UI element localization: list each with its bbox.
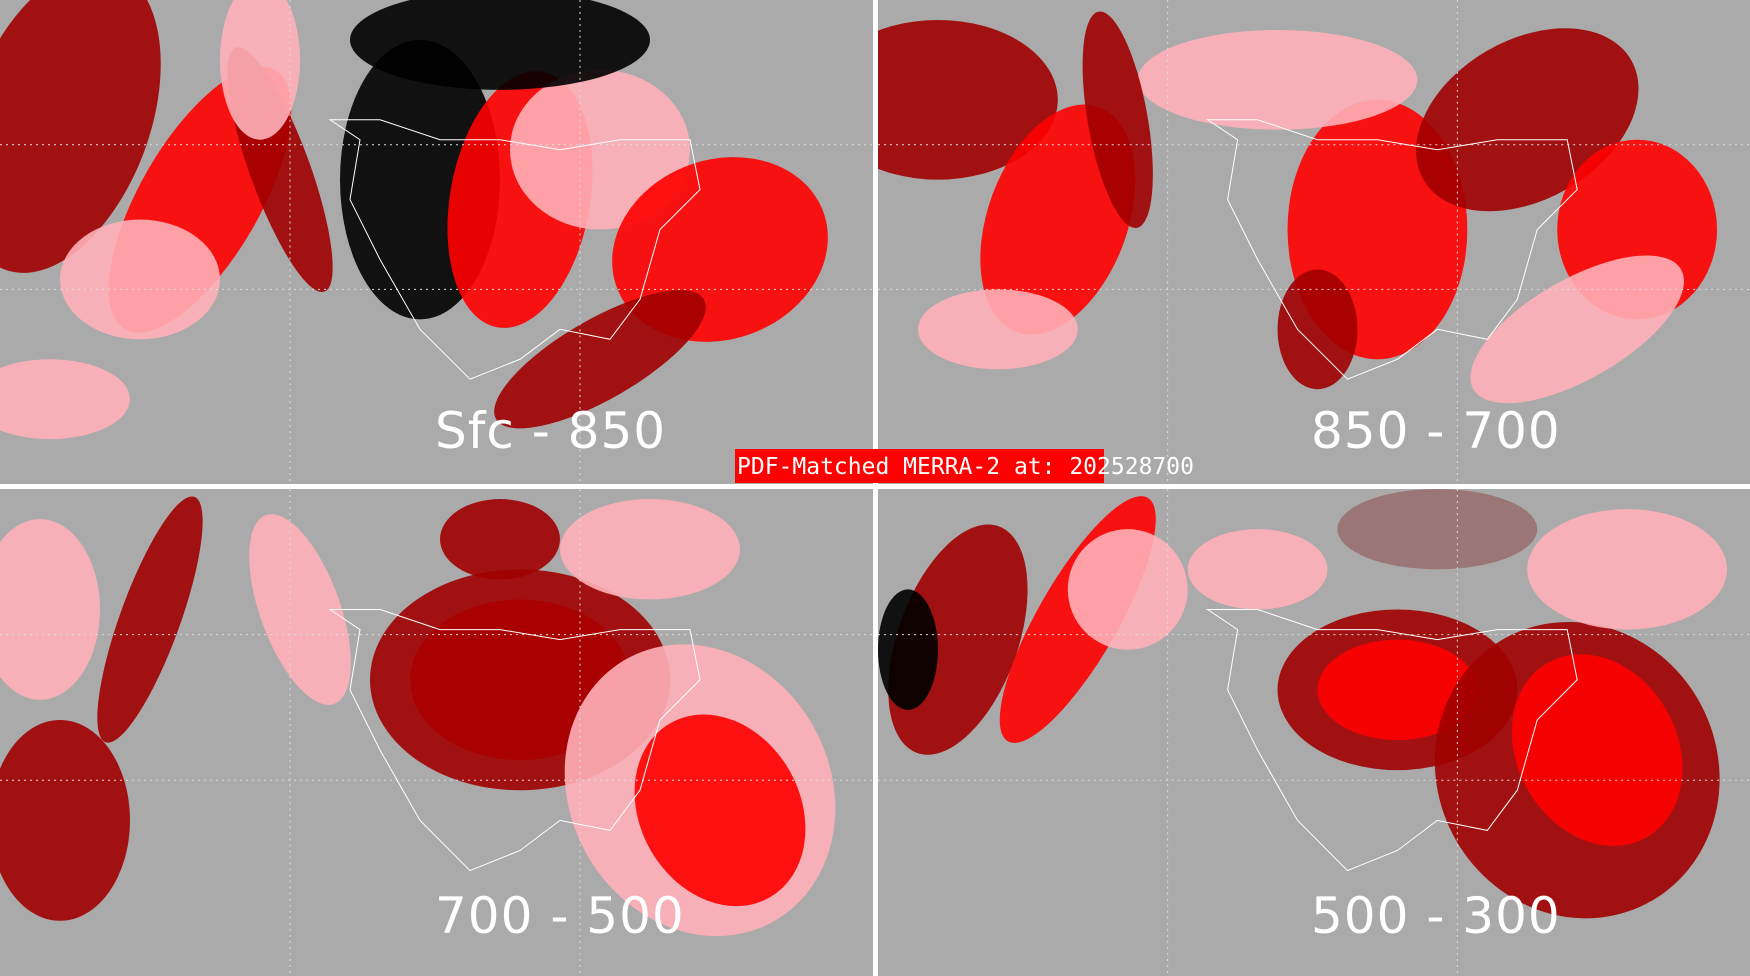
panel-label: 700 - 500 — [435, 887, 685, 945]
field-region — [510, 69, 690, 230]
field-shading — [878, 0, 1750, 484]
field-region — [980, 104, 1136, 335]
coastline — [1205, 608, 1578, 872]
gridlines — [878, 0, 1750, 484]
gridlines — [878, 489, 1750, 976]
panel-sfc-850: Sfc - 850 — [0, 0, 873, 484]
panel-500-300: 500 - 300 — [878, 489, 1750, 976]
field-region — [0, 359, 130, 440]
field-region — [1317, 639, 1478, 741]
field-region — [1277, 269, 1358, 390]
field-region — [878, 589, 938, 710]
coastline — [328, 119, 701, 380]
field-region — [97, 496, 203, 743]
panel-label: 850 - 700 — [1311, 402, 1561, 460]
panel-label: 500 - 300 — [1311, 887, 1561, 945]
field-region — [917, 289, 1078, 370]
field-region — [440, 499, 560, 580]
field-shading — [0, 0, 873, 484]
panel-850-700: 850 - 700 — [878, 0, 1750, 484]
field-region — [0, 0, 161, 273]
field-region — [0, 519, 100, 700]
gridlines — [0, 489, 873, 976]
field-region — [249, 514, 351, 705]
field-region — [220, 0, 300, 140]
figure-title: PDF-Matched MERRA-2 at: 202528700 — [735, 449, 1194, 483]
panel-label: Sfc - 850 — [435, 402, 667, 460]
field-region — [1137, 29, 1418, 130]
field-region — [60, 219, 220, 340]
field-region — [1067, 529, 1188, 650]
field-region — [494, 290, 706, 429]
coastline — [328, 608, 701, 872]
field-region — [350, 0, 650, 90]
panel-700-500: 700 - 500 — [0, 489, 873, 976]
field-region — [1470, 255, 1684, 404]
field-region — [0, 719, 130, 921]
gridlines — [0, 0, 873, 484]
coastline — [1205, 119, 1578, 380]
field-region — [560, 499, 740, 600]
field-region — [634, 714, 806, 907]
field-region — [1082, 11, 1153, 228]
field-shading — [878, 489, 1750, 976]
field-region — [1527, 509, 1728, 630]
field-region — [1187, 529, 1328, 610]
field-shading — [0, 489, 873, 976]
field-region — [878, 19, 1058, 180]
field-region — [1337, 489, 1538, 570]
